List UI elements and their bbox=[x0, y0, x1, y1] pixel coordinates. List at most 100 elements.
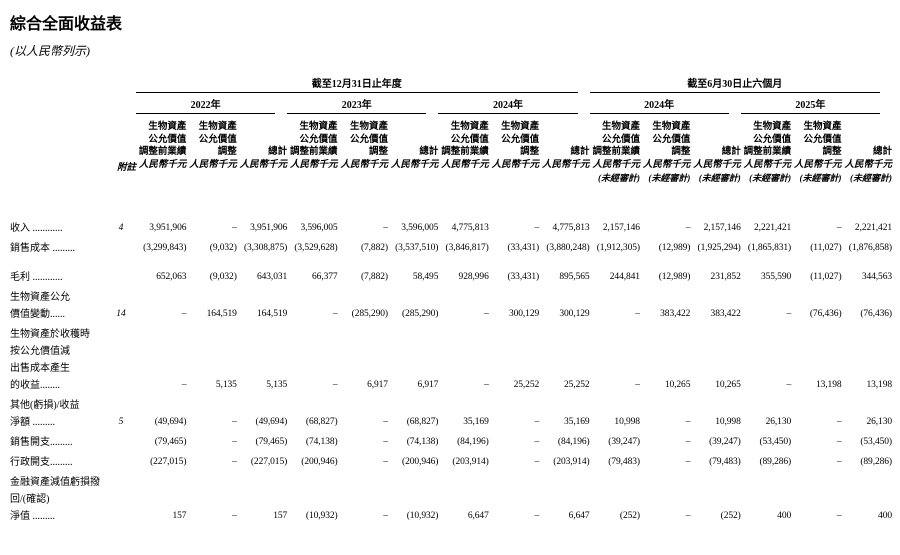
value-cell: (227,015) bbox=[150, 456, 187, 467]
currency-header-cell: 人民幣千元 (未經審計) bbox=[842, 159, 892, 184]
comprehensive-income-table: 截至12月31日止年度 截至6月30日止六個月 2022年 2023年 2024年 202… bbox=[8, 75, 892, 526]
row-label-line: 銷售開支......... bbox=[10, 436, 73, 448]
year-header: 2023年 bbox=[287, 96, 427, 114]
value-cell: 3,596,005 bbox=[300, 222, 338, 233]
row-label: 行政開支......... bbox=[8, 452, 106, 472]
table-row: 生物資產於收穫時 按公允價值減 出售成本產生 的收益........ – 5,135 5,1… bbox=[8, 324, 892, 395]
header-row-years: 2022年 2023年 2024年 2024年 2025年 bbox=[8, 96, 892, 117]
value-cell: (3,846,817) bbox=[445, 242, 489, 253]
unaudited-note: (未經審計) bbox=[648, 172, 691, 183]
column-header-line: 調整 bbox=[217, 147, 237, 157]
value-cell: 26,130 bbox=[765, 416, 792, 427]
value-cell: (12,989) bbox=[658, 271, 691, 282]
column-header-line: 調整 bbox=[822, 147, 842, 157]
value-cell: 6,647 bbox=[467, 510, 489, 521]
value-cell: 164,519 bbox=[256, 308, 288, 319]
year-header: 2024年 bbox=[438, 96, 578, 114]
value-cell: – bbox=[685, 436, 691, 447]
value-cell: (53,450) bbox=[860, 436, 892, 447]
table-row: 銷售成本 ......... (3,299,843) (9,032) (3,308,8… bbox=[8, 238, 892, 258]
value-cell: 25,252 bbox=[513, 379, 540, 390]
value-cell: 2,157,146 bbox=[602, 222, 640, 233]
value-cell: 157 bbox=[172, 510, 187, 521]
value-cell: (53,450) bbox=[759, 436, 792, 447]
value-cell: – bbox=[181, 308, 187, 319]
row-label: 生物資產公允 價值變動...... bbox=[8, 287, 106, 324]
column-header-line: 生物資產 bbox=[349, 122, 388, 132]
column-header-before: 生物資產 公允價值 調整前業績 bbox=[136, 117, 187, 159]
value-cell: – bbox=[332, 308, 338, 319]
statement-page: 綜合全面收益表 (以人民幣列示) 截至12月31日止年度 截至6月30日止六個月 2… bbox=[8, 10, 892, 526]
value-cell: 355,590 bbox=[760, 271, 792, 282]
value-cell: (227,015) bbox=[250, 456, 288, 467]
currency-label: 人民幣千元 bbox=[189, 159, 237, 170]
value-cell: – bbox=[383, 222, 388, 233]
value-cell: (10,932) bbox=[305, 510, 338, 521]
value-cell: (3,880,248) bbox=[546, 242, 590, 253]
currency-label: 人民幣千元 bbox=[542, 159, 590, 170]
currency-header-cell: 人民幣千元 bbox=[186, 159, 237, 184]
value-cell: 643,031 bbox=[256, 271, 288, 282]
note-cell bbox=[106, 472, 136, 526]
value-cell: (79,465) bbox=[154, 436, 187, 447]
column-header-total: 總計 bbox=[690, 117, 741, 159]
note-cell: 5 bbox=[118, 416, 124, 427]
value-cell: 25,252 bbox=[564, 379, 590, 390]
value-cell: (203,914) bbox=[452, 456, 489, 467]
value-cell: – bbox=[635, 308, 640, 319]
column-header-line: 調整前業績 bbox=[441, 147, 489, 157]
value-cell: (7,882) bbox=[360, 242, 388, 253]
page-subtitle: (以人民幣列示) bbox=[10, 44, 90, 58]
row-label-line: 回/(確認) bbox=[10, 493, 50, 505]
value-cell: – bbox=[836, 456, 842, 467]
unaudited-note: (未經審計) bbox=[850, 172, 892, 183]
currency-label: 人民幣千元 bbox=[592, 159, 640, 170]
value-cell: 6,647 bbox=[568, 510, 590, 521]
value-cell: – bbox=[685, 456, 691, 467]
value-cell: (252) bbox=[619, 510, 640, 521]
value-cell: 244,841 bbox=[609, 271, 640, 282]
column-header-line: 生物資產 bbox=[501, 122, 540, 132]
value-cell: (74,138) bbox=[406, 436, 439, 447]
row-label: 其他(虧損)/收益 淨額 ......... bbox=[8, 395, 106, 432]
value-cell: (1,925,294) bbox=[697, 242, 741, 253]
unaudited-note: (未經審計) bbox=[698, 172, 741, 183]
column-header-line: 調整前業績 bbox=[138, 147, 187, 157]
row-label-line: 生物資產公允 bbox=[10, 291, 70, 303]
row-label-line: 生物資產於收穫時 bbox=[10, 328, 90, 340]
column-header-line: 總計 bbox=[721, 147, 741, 157]
currency-header-cell: 人民幣千元 (未經審計) bbox=[590, 159, 640, 184]
currency-header-cell: 人民幣千元 (未經審計) bbox=[690, 159, 741, 184]
column-header-line: 生物資產 bbox=[198, 122, 237, 132]
currency-label: 人民幣千元 bbox=[491, 159, 540, 170]
row-label: 收入 ............ bbox=[8, 184, 106, 238]
row-label-line: 價值變動...... bbox=[10, 308, 65, 320]
column-header-line: 公允價值 bbox=[349, 134, 388, 145]
table-body: 收入 ............ 4 3,951,906 – 3,951,906 3,596… bbox=[8, 184, 892, 526]
column-header-line: 生物資產 bbox=[652, 122, 691, 132]
value-cell: – bbox=[786, 308, 792, 319]
currency-header-cell: 人民幣千元 (未經審計) bbox=[791, 159, 842, 184]
value-cell: (84,196) bbox=[557, 436, 590, 447]
column-header-line: 公允價值 bbox=[501, 134, 540, 145]
column-header-line: 公允價值 bbox=[803, 134, 842, 145]
value-cell: (68,827) bbox=[305, 416, 338, 427]
value-cell: (7,882) bbox=[360, 271, 388, 282]
value-cell: – bbox=[836, 222, 842, 233]
value-cell: (3,529,628) bbox=[294, 242, 338, 253]
column-header-adj: 生物資產 公允價值 調整 bbox=[489, 117, 539, 159]
note-column-header: 附註 bbox=[116, 162, 136, 173]
value-cell: (76,436) bbox=[809, 308, 842, 319]
currency-header-cell: 人民幣千元 bbox=[338, 159, 388, 184]
value-cell: (39,247) bbox=[608, 436, 640, 447]
value-cell: (200,946) bbox=[402, 456, 439, 467]
column-header-line: 生物資產 bbox=[450, 122, 489, 132]
column-header-line: 總計 bbox=[872, 147, 892, 157]
currency-label: 人民幣千元 bbox=[743, 159, 792, 170]
value-cell: (89,286) bbox=[759, 456, 792, 467]
value-cell: 10,998 bbox=[614, 416, 640, 427]
value-cell: 895,565 bbox=[559, 271, 590, 282]
column-header-line: 公允價值 bbox=[198, 134, 237, 145]
column-header-line: 生物資產 bbox=[601, 122, 640, 132]
value-cell: – bbox=[786, 379, 792, 390]
